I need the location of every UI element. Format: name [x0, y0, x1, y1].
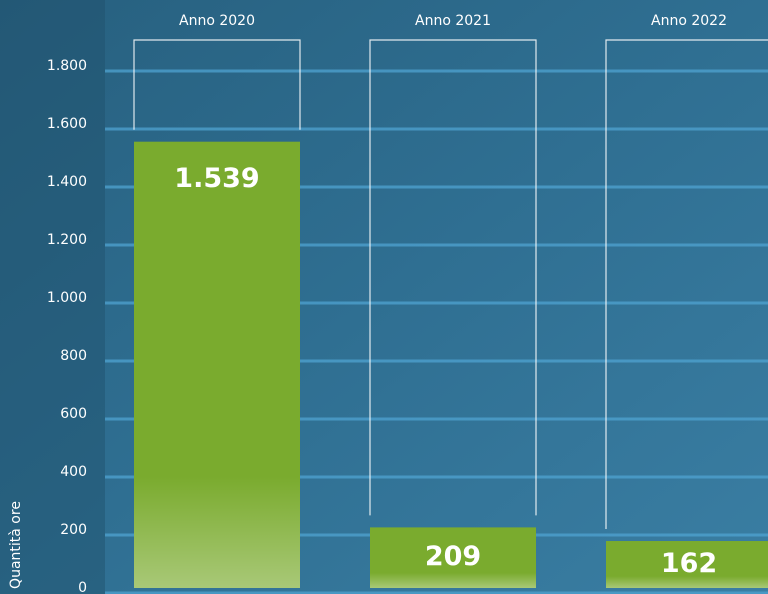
y-tick-label: 800 — [60, 348, 87, 364]
y-tick-label: 400 — [60, 464, 87, 480]
y-tick-label: 1.000 — [47, 290, 87, 306]
x-tick-label: Anno 2021 — [415, 13, 491, 29]
bar-fade — [134, 141, 300, 588]
y-tick-label: 600 — [60, 406, 87, 422]
x-tick-label: Anno 2022 — [651, 13, 727, 29]
y-tick-label: 1.200 — [47, 232, 87, 248]
bar-fade — [606, 541, 768, 588]
bracket — [369, 39, 537, 516]
bracket — [605, 39, 768, 530]
value-label: 209 — [425, 541, 481, 572]
x-tick-label: Anno 2020 — [179, 13, 255, 29]
value-label: 162 — [661, 548, 717, 579]
y-tick-label: 1.800 — [47, 58, 87, 74]
bar-fade — [370, 527, 536, 588]
y-tick-label: 1.400 — [47, 174, 87, 190]
bracket — [133, 39, 301, 130]
y-tick-label: 200 — [60, 522, 87, 538]
y-axis-label: Quantità ore — [8, 501, 24, 589]
y-tick-label: 1.600 — [47, 116, 87, 132]
value-label: 1.539 — [174, 163, 259, 194]
y-tick-label: 0 — [78, 580, 87, 594]
axis-panel — [0, 0, 105, 594]
